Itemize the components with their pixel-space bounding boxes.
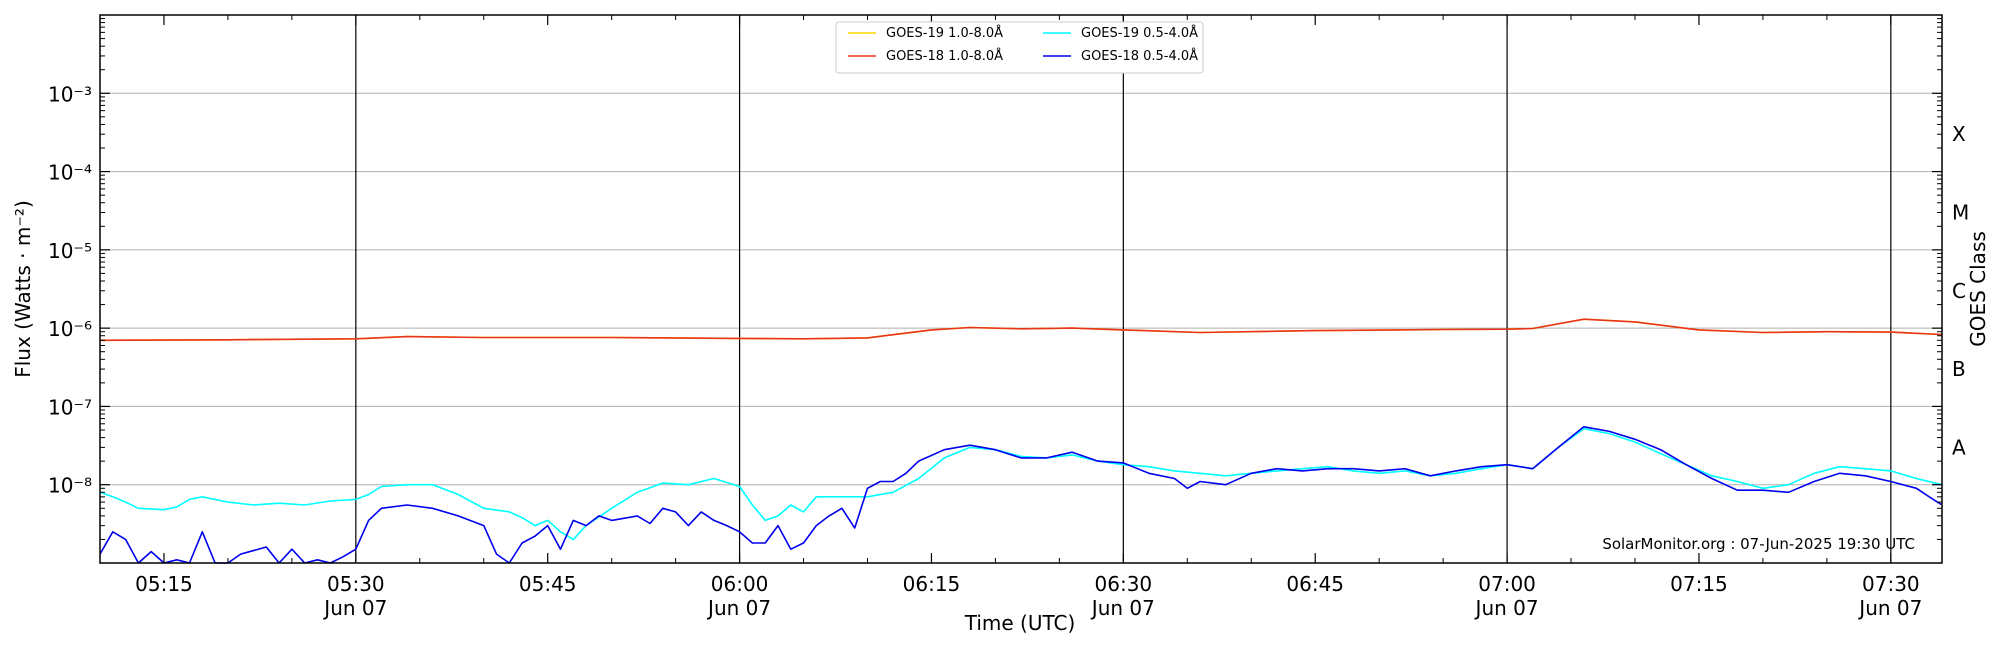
y-tick-label: 10⁻⁷: [48, 395, 92, 419]
legend-label: GOES-18 1.0-8.0Å: [886, 48, 1003, 64]
x-tick-label: 06:30: [1095, 572, 1153, 596]
series-line: [99, 427, 1943, 541]
goes-class-label: C: [1952, 279, 1966, 303]
source-annotation: SolarMonitor.org : 07-Jun-2025 19:30 UTC: [1602, 535, 1915, 553]
x-tick-label: 05:30: [327, 572, 385, 596]
legend-label: GOES-19 0.5-4.0Å: [1081, 25, 1198, 41]
x-tick-date-label: Jun 07: [1857, 596, 1922, 620]
y-axis-title: Flux (Watts · m⁻²): [11, 200, 35, 378]
right-axis-title: GOES Class: [1966, 231, 1990, 347]
x-tick-label: 06:45: [1286, 572, 1344, 596]
series-lines: [99, 318, 1943, 564]
x-tick-label: 07:30: [1862, 572, 1920, 596]
legend-label: GOES-19 1.0-8.0Å: [886, 25, 1003, 41]
y-tick-label: 10⁻⁴: [48, 161, 92, 185]
x-tick-label: 05:45: [519, 572, 577, 596]
goes-class-label: X: [1952, 122, 1966, 146]
legend-label: GOES-18 0.5-4.0Å: [1081, 48, 1198, 64]
y-tick-label: 10⁻³: [48, 82, 92, 106]
y-axis-ticks: 10⁻⁸ 10⁻⁷ 10⁻⁶ 10⁻⁵ 10⁻⁴ 10⁻³: [48, 18, 1942, 540]
goes-class-label: A: [1952, 435, 1966, 459]
x-tick-label: 05:15: [135, 572, 193, 596]
series-line: [99, 426, 1943, 564]
x-tick-date-label: Jun 07: [1090, 596, 1155, 620]
y-tick-label: 10⁻⁸: [48, 474, 92, 498]
x-tick-label: 07:15: [1670, 572, 1728, 596]
legend: GOES-19 1.0-8.0Å GOES-18 1.0-8.0Å GOES-19 …: [835, 21, 1204, 74]
plot-frame: [99, 14, 1943, 564]
goes-class-labels: A B C M X: [1952, 122, 1969, 459]
x-tick-date-label: Jun 07: [1474, 596, 1539, 620]
x-tick-date-label: Jun 07: [706, 596, 771, 620]
y-tick-label: 10⁻⁵: [48, 239, 92, 263]
legend-box: [835, 21, 1204, 74]
x-tick-label: 07:00: [1478, 572, 1536, 596]
goes-class-label: B: [1952, 357, 1966, 381]
y-tick-label: 10⁻⁶: [48, 317, 92, 341]
x-tick-label: 06:00: [711, 572, 769, 596]
x-axis-title: Time (UTC): [964, 611, 1076, 635]
x-tick-label: 06:15: [903, 572, 961, 596]
x-tick-date-label: Jun 07: [322, 596, 387, 620]
series-line: [99, 318, 1943, 342]
goes-class-label: M: [1952, 201, 1969, 225]
